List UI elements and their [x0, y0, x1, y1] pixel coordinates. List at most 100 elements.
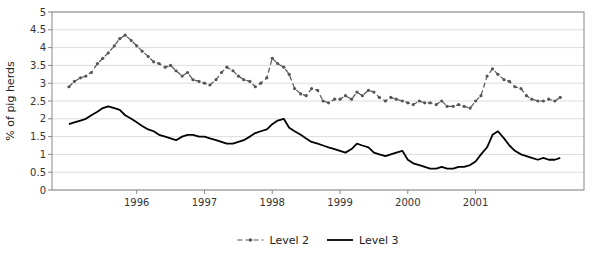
x-tick-label: 1999 — [327, 197, 352, 208]
series-marker — [208, 83, 211, 86]
series-marker — [237, 74, 240, 77]
series-marker — [181, 74, 184, 77]
y-tick — [48, 83, 52, 84]
series-marker — [513, 85, 516, 88]
series-marker — [496, 73, 499, 76]
series-marker — [254, 85, 257, 88]
series-marker — [101, 57, 104, 60]
grid-line — [52, 83, 584, 84]
series-marker — [423, 101, 426, 104]
y-tick-label: 3.5 — [30, 60, 46, 71]
x-tick — [475, 190, 476, 194]
series-marker — [220, 71, 223, 74]
series-marker — [429, 101, 432, 104]
series-marker — [186, 71, 189, 74]
series-marker — [299, 92, 302, 95]
series-marker — [508, 80, 511, 83]
y-tick-label: 4.5 — [30, 24, 46, 35]
series-marker — [367, 89, 370, 92]
series-marker — [525, 94, 528, 97]
y-tick-label: 1 — [40, 149, 46, 160]
y-tick-label: 2.5 — [30, 96, 46, 107]
series-marker — [502, 78, 505, 81]
series-marker — [462, 105, 465, 108]
series-marker — [401, 99, 404, 102]
series-line — [69, 35, 560, 108]
series-marker — [276, 62, 279, 65]
y-tick-label: 1.5 — [30, 131, 46, 142]
series-marker — [338, 98, 341, 101]
y-tick — [48, 190, 52, 191]
y-tick — [48, 118, 52, 119]
x-tick — [340, 190, 341, 194]
series-marker — [259, 82, 262, 85]
series-marker — [118, 37, 121, 40]
series-marker — [395, 98, 398, 101]
y-tick — [48, 154, 52, 155]
series-marker — [474, 99, 477, 102]
series-marker — [265, 76, 268, 79]
series-marker — [321, 99, 324, 102]
series-marker — [384, 99, 387, 102]
x-tick — [407, 190, 408, 194]
series-marker — [479, 94, 482, 97]
y-tick-label: 0 — [40, 185, 46, 196]
series-marker — [293, 87, 296, 90]
series-marker — [214, 78, 217, 81]
series-marker — [457, 103, 460, 106]
y-tick-label: 2 — [40, 113, 46, 124]
y-tick — [48, 136, 52, 137]
series-marker — [169, 64, 172, 67]
y-tick-label: 5 — [40, 7, 46, 18]
series-marker — [124, 34, 127, 37]
series-marker — [536, 99, 539, 102]
series-marker — [231, 69, 234, 72]
series-marker — [191, 78, 194, 81]
series-marker — [316, 89, 319, 92]
series-marker — [469, 107, 472, 110]
series-marker — [135, 44, 138, 47]
y-tick — [48, 12, 52, 13]
series-marker — [446, 105, 449, 108]
x-tick — [272, 190, 273, 194]
series-marker — [96, 62, 99, 65]
series-marker — [271, 57, 274, 60]
series-marker — [389, 96, 392, 99]
grid-line — [52, 65, 584, 66]
y-tick-label: 4 — [40, 42, 46, 53]
series-marker — [282, 66, 285, 69]
series-marker — [491, 67, 494, 70]
series-marker — [203, 82, 206, 85]
series-marker — [406, 101, 409, 104]
grid-line — [52, 101, 584, 102]
series-marker — [242, 78, 245, 81]
series-marker — [174, 69, 177, 72]
series-marker — [310, 87, 313, 90]
legend-swatch — [327, 239, 353, 241]
series-marker — [141, 50, 144, 53]
y-tick-label: 3 — [40, 78, 46, 89]
y-tick — [48, 101, 52, 102]
series-marker — [553, 99, 556, 102]
series-marker — [73, 80, 76, 83]
series-marker — [130, 39, 133, 42]
series-marker — [147, 55, 150, 58]
series-marker — [350, 98, 353, 101]
grid-line — [52, 154, 584, 155]
series-marker — [485, 74, 488, 77]
series-marker — [361, 94, 364, 97]
series-marker — [412, 103, 415, 106]
series-marker — [67, 85, 70, 88]
series-marker — [225, 66, 228, 69]
series-marker — [355, 91, 358, 94]
grid-line — [52, 172, 584, 173]
series-marker — [288, 73, 291, 76]
x-tick — [136, 190, 137, 194]
x-tick-label: 1996 — [124, 197, 149, 208]
grid-line — [52, 47, 584, 48]
series-marker — [113, 44, 116, 47]
y-tick — [48, 65, 52, 66]
series-marker — [305, 94, 308, 97]
series-marker — [327, 101, 330, 104]
series-marker — [372, 91, 375, 94]
